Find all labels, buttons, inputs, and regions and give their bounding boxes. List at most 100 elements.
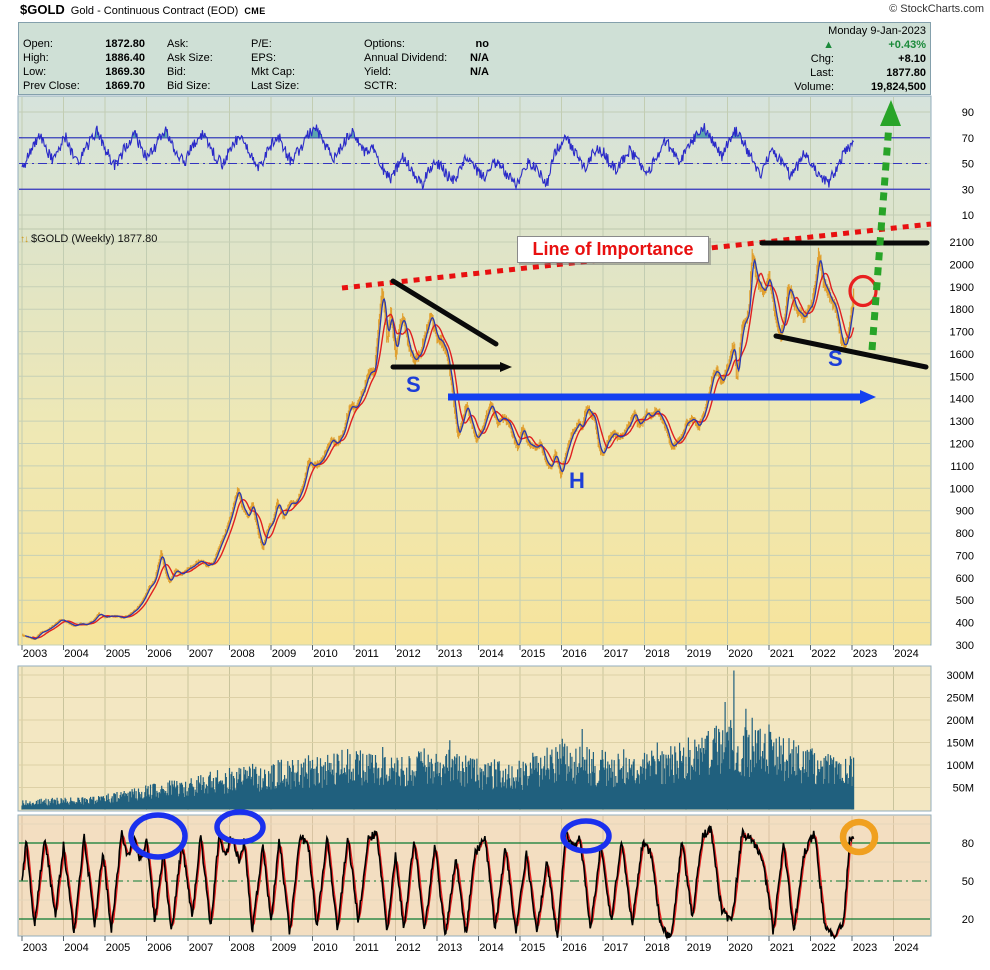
svg-text:300M: 300M: [946, 670, 974, 682]
svg-text:2005: 2005: [106, 942, 130, 954]
svg-text:1700: 1700: [950, 327, 974, 339]
svg-text:250M: 250M: [946, 693, 974, 705]
svg-text:1400: 1400: [950, 394, 974, 406]
svg-text:2006: 2006: [147, 942, 171, 954]
svg-text:2023: 2023: [853, 648, 877, 660]
current-price-circle: [848, 274, 878, 308]
quote-field-value: 1872.80: [105, 38, 145, 50]
quote-field-label: Low:: [23, 66, 47, 78]
right-shoulder-trend-line: [773, 333, 929, 370]
svg-text:1000: 1000: [950, 483, 974, 495]
svg-text:2019: 2019: [687, 942, 711, 954]
svg-text:2019: 2019: [687, 648, 711, 660]
quote-column: Ask: Ask Size: Bid: Bid Size:: [167, 37, 237, 93]
svg-text:600: 600: [956, 573, 974, 585]
svg-text:2003: 2003: [23, 942, 47, 954]
svg-text:2010: 2010: [313, 648, 337, 660]
price-legend: ↑↓ $GOLD (Weekly) 1877.80: [20, 233, 157, 245]
copyright: © StockCharts.com: [889, 3, 984, 15]
svg-text:2009: 2009: [272, 648, 296, 660]
quote-summary: Monday 9-Jan-2023 ▲ +0.43% Chg: +8.10 Last:…: [794, 25, 926, 95]
quote-field-label: Ask Size:: [167, 52, 213, 64]
svg-text:1800: 1800: [950, 304, 974, 316]
svg-text:1900: 1900: [950, 282, 974, 294]
quote-field-label: Prev Close:: [23, 80, 80, 92]
svg-text:2021: 2021: [770, 942, 794, 954]
svg-text:2003: 2003: [23, 648, 47, 660]
quote-date: Monday 9-Jan-2023: [828, 25, 926, 37]
svg-text:2006: 2006: [147, 648, 171, 660]
svg-text:2022: 2022: [811, 942, 835, 954]
line-of-importance-trendline: [341, 221, 932, 291]
quote-field-label: Yield:: [364, 66, 392, 78]
quote-field-label: SCTR:: [364, 80, 397, 92]
svg-text:2004: 2004: [64, 648, 88, 660]
svg-text:80: 80: [962, 838, 974, 850]
svg-text:2016: 2016: [562, 648, 586, 660]
left-downtrend-line: [390, 278, 499, 347]
price-ma-slow: [32, 272, 855, 639]
svg-text:500: 500: [956, 595, 974, 607]
projection-arrow-shaft: [868, 123, 893, 351]
quote-field-value: 19,824,500: [870, 81, 926, 93]
svg-text:2016: 2016: [562, 942, 586, 954]
svg-text:70: 70: [962, 133, 974, 145]
price-legend-text: $GOLD (Weekly) 1877.80: [31, 233, 158, 245]
svg-text:30: 30: [962, 184, 974, 196]
svg-text:1600: 1600: [950, 349, 974, 361]
quote-field-value: 1886.40: [105, 52, 145, 64]
quote-field-value: 1877.80: [886, 67, 926, 79]
svg-text:2100: 2100: [950, 237, 974, 249]
symbol: $GOLD: [20, 2, 65, 17]
volume-bars: [21, 670, 855, 810]
price-ma-fast: [24, 258, 855, 640]
svg-text:2009: 2009: [272, 942, 296, 954]
svg-text:200M: 200M: [946, 715, 974, 727]
svg-text:2013: 2013: [438, 648, 462, 660]
svg-text:2013: 2013: [438, 942, 462, 954]
svg-text:1200: 1200: [950, 439, 974, 451]
updown-arrows-icon: ↑↓: [20, 234, 29, 245]
quote-field-value: 1869.30: [105, 66, 145, 78]
svg-text:1500: 1500: [950, 371, 974, 383]
left-support-arrowhead: [500, 362, 512, 372]
svg-text:2022: 2022: [811, 648, 835, 660]
svg-text:2007: 2007: [189, 942, 213, 954]
svg-text:2018: 2018: [645, 942, 669, 954]
head-label: H: [569, 468, 585, 493]
svg-text:2007: 2007: [189, 648, 213, 660]
stoch-highlight-oval-2006: [128, 812, 188, 860]
line-of-importance-label: Line of Importance: [517, 236, 709, 263]
svg-text:2011: 2011: [355, 942, 379, 954]
quote-field-label: Open:: [23, 38, 53, 50]
svg-text:150M: 150M: [946, 738, 974, 750]
quote-field-value: no: [475, 38, 489, 50]
stoch-highlight-circle-current: [839, 818, 879, 856]
svg-text:700: 700: [956, 550, 974, 562]
svg-text:2020: 2020: [728, 942, 752, 954]
svg-text:2024: 2024: [894, 942, 918, 954]
svg-text:2024: 2024: [894, 648, 918, 660]
quote-field-label: Chg:: [810, 53, 834, 65]
svg-text:300: 300: [956, 640, 974, 652]
right-shoulder-label: S: [828, 346, 843, 371]
quote-field-label: P/E:: [251, 38, 272, 50]
chart-title-bar: $GOLD Gold - Continuous Contract (EOD) CME: [20, 2, 980, 18]
quote-field-label: Mkt Cap:: [251, 66, 296, 78]
quote-field-label: Last:: [810, 67, 834, 79]
svg-text:2017: 2017: [604, 942, 628, 954]
quote-field-value: N/A: [470, 66, 489, 78]
quote-field-label: Bid Size:: [167, 80, 211, 92]
svg-text:900: 900: [956, 506, 974, 518]
quote-field-label: Bid:: [167, 66, 186, 78]
quote-field-label: EPS:: [251, 52, 277, 64]
quote-field-value: N/A: [470, 52, 489, 64]
svg-text:2015: 2015: [521, 942, 545, 954]
pct-change: +0.43%: [888, 39, 926, 51]
instrument-name: Gold - Continuous Contract (EOD): [70, 5, 239, 17]
quote-field-label: Last Size:: [251, 80, 300, 92]
data-series: [21, 123, 855, 941]
axis-labels: 2100 2000 1900 1800 1700 1600 1500 1400 1300 1200…: [21, 107, 974, 954]
